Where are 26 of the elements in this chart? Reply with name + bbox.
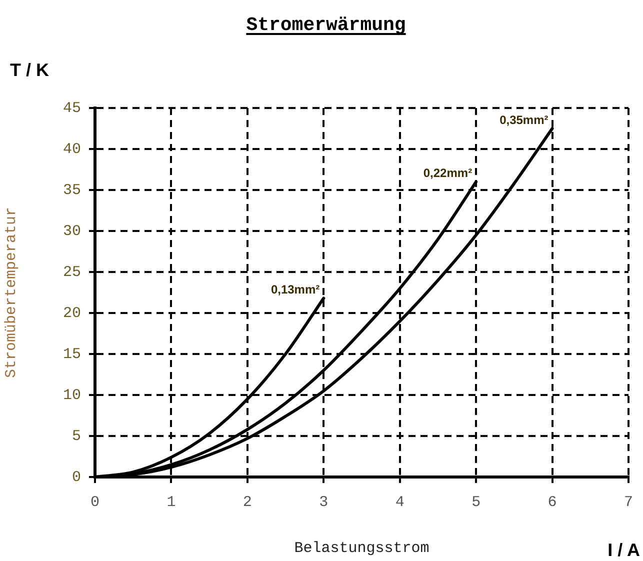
x-tick-label: 1 <box>166 494 176 511</box>
y-tick-label: 15 <box>62 346 81 363</box>
y-tick-label: 45 <box>62 100 81 117</box>
x-tick-label: 6 <box>548 494 557 511</box>
x-tick-label: 5 <box>472 494 481 511</box>
x-tick-label: 0 <box>90 494 100 511</box>
x-tick-label: 2 <box>242 494 252 511</box>
series-label: 0,35mm² <box>500 112 548 127</box>
x-axis-title: Belastungsstrom <box>294 540 430 557</box>
y-tick-label: 5 <box>72 428 81 445</box>
y-tick-label: 0 <box>72 468 81 486</box>
y-tick-label: 35 <box>62 182 81 199</box>
x-tick-label: 3 <box>319 494 328 511</box>
series-label: 0,22mm² <box>423 166 472 180</box>
chart-title: Stromerwärmung <box>246 14 406 36</box>
text: T / K <box>10 60 49 80</box>
y-axis-title: Stromübertemperatur <box>2 206 20 378</box>
y-tick-label: 10 <box>62 386 81 404</box>
y-tick-label: 20 <box>62 304 81 322</box>
series-label: 0,13mm² <box>270 282 320 297</box>
y-tick-label: 30 <box>62 222 81 240</box>
x-tick-label: 4 <box>395 494 404 511</box>
y-tick-label: 25 <box>62 264 81 281</box>
y-tick-label: 40 <box>62 140 81 158</box>
text: I / A <box>608 540 640 560</box>
x-tick-label: 7 <box>624 494 634 511</box>
